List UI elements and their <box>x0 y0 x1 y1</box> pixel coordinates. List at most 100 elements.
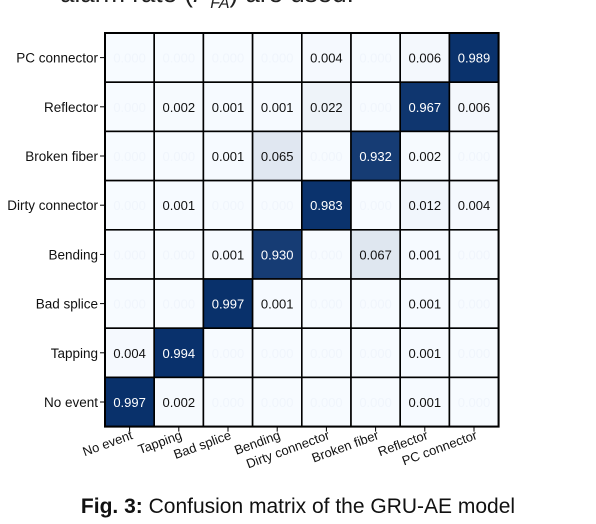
cell-value-label: 0.000 <box>310 247 343 262</box>
cell-value-label: 0.001 <box>261 297 294 312</box>
cell-value-label: 0.000 <box>310 395 343 410</box>
heatmap-cell <box>153 130 205 182</box>
cell-value-label: 0.001 <box>212 100 245 115</box>
cell-value-label: 0.989 <box>458 51 491 66</box>
cell-value-label: 0.022 <box>310 100 343 115</box>
heatmap-cell <box>350 376 402 428</box>
y-tick-label: PC connector <box>16 51 98 66</box>
cell-value-label: 0.000 <box>163 51 196 66</box>
heatmap-cell <box>153 229 205 280</box>
heatmap-cell <box>399 32 451 84</box>
cell-value-label: 0.000 <box>458 395 491 410</box>
cell-value-label: 0.000 <box>458 149 491 164</box>
figure-caption: Fig. 3: Confusion matrix of the GRU-AE m… <box>0 495 596 519</box>
cell-value-label: 0.006 <box>458 100 491 115</box>
cell-value-label: 0.001 <box>261 100 294 115</box>
cell-value-label: 0.997 <box>212 297 245 312</box>
heatmap-cell <box>104 229 156 280</box>
cell-value-label: 0.000 <box>359 346 392 361</box>
heatmap-cell <box>399 81 451 133</box>
y-tick-label: Bending <box>48 247 98 262</box>
cell-value-label: 0.002 <box>163 100 196 115</box>
heatmap-cell <box>448 229 500 280</box>
cell-value-label: 0.002 <box>163 395 196 410</box>
y-tick-label: Broken fiber <box>25 149 98 164</box>
cell-value-label: 0.001 <box>409 247 442 262</box>
heatmap-cell <box>251 130 303 182</box>
cell-value-label: 0.000 <box>261 395 294 410</box>
cell-value-label: 0.000 <box>261 198 294 213</box>
heatmap-cell <box>300 179 352 231</box>
heatmap-cell <box>104 376 156 428</box>
cell-value-label: 0.000 <box>212 395 245 410</box>
y-tick-label: Dirty connector <box>7 198 98 213</box>
heatmap-cell <box>350 229 402 280</box>
cell-value-label: 0.004 <box>113 346 146 361</box>
cell-value-label: 0.000 <box>212 198 245 213</box>
top-text-fragment: alarm rate (PFA) are used. <box>60 0 354 13</box>
heatmap-cell <box>350 32 402 84</box>
heatmap-cell <box>399 376 451 428</box>
cell-value-label: 0.001 <box>409 346 442 361</box>
cell-value-label: 0.004 <box>458 198 491 213</box>
heatmap-cell <box>202 229 254 280</box>
cell-value-label: 0.932 <box>359 149 392 164</box>
cell-value-label: 0.000 <box>458 297 491 312</box>
heatmap-cell <box>300 327 352 379</box>
heatmap-cell <box>399 179 451 231</box>
heatmap-cell <box>153 327 205 379</box>
x-tick-label: No event <box>81 427 135 459</box>
y-tick-label: Bad splice <box>36 297 98 312</box>
heatmap-cell <box>251 376 303 428</box>
cell-value-label: 0.000 <box>310 149 343 164</box>
cell-value-label: 0.930 <box>261 247 294 262</box>
heatmap-cell <box>448 327 500 379</box>
cell-value-label: 0.000 <box>359 297 392 312</box>
cell-value-label: 0.001 <box>163 198 196 213</box>
cell-value-label: 0.000 <box>113 100 146 115</box>
y-tick-label: Tapping <box>51 346 98 361</box>
cell-value-label: 0.000 <box>359 198 392 213</box>
heatmap-cell <box>251 32 303 84</box>
caption-text: Confusion matrix of the GRU-AE model <box>142 495 516 518</box>
cell-value-label: 0.000 <box>163 149 196 164</box>
x-tick-label: Bad splice <box>172 427 233 462</box>
cell-value-label: 0.000 <box>310 346 343 361</box>
cell-value-label: 0.065 <box>261 149 294 164</box>
cell-value-label: 0.000 <box>113 297 146 312</box>
cell-value-label: 0.004 <box>310 51 343 66</box>
cell-value-label: 0.000 <box>359 51 392 66</box>
cell-value-label: 0.000 <box>212 346 245 361</box>
cell-value-label: 0.997 <box>113 395 146 410</box>
cell-value-label: 0.006 <box>409 51 442 66</box>
y-tick-label: Reflector <box>44 100 99 115</box>
cell-value-label: 0.000 <box>113 198 146 213</box>
cell-value-label: 0.000 <box>113 247 146 262</box>
cell-value-label: 0.983 <box>310 198 343 213</box>
cell-value-label: 0.000 <box>458 346 491 361</box>
cell-value-label: 0.001 <box>409 395 442 410</box>
y-tick-label: No event <box>44 395 98 410</box>
heatmap-cell <box>251 278 303 330</box>
cell-value-label: 0.000 <box>113 51 146 66</box>
cell-value-label: 0.002 <box>409 149 442 164</box>
heatmap-cell <box>202 32 254 84</box>
cell-value-label: 0.000 <box>359 100 392 115</box>
heatmap-cell <box>350 278 402 330</box>
cell-value-label: 0.000 <box>113 149 146 164</box>
heatmap-cell <box>202 376 254 428</box>
confusion-matrix-chart: 0.000 0.000 0.000 0.000 0.004 0.000 0.006 0.989… <box>7 32 500 471</box>
cell-value-label: 0.994 <box>163 346 196 361</box>
heatmap-cell <box>448 278 500 330</box>
caption-label: Fig. 3: <box>80 495 143 518</box>
cell-value-label: 0.000 <box>163 247 196 262</box>
heatmap-cell <box>448 130 500 182</box>
heatmap-cell <box>104 130 156 182</box>
heatmap-cell <box>300 376 352 428</box>
cell-value-label: 0.000 <box>359 395 392 410</box>
cell-value-label: 0.000 <box>212 51 245 66</box>
cell-value-label: 0.001 <box>409 297 442 312</box>
cell-value-label: 0.000 <box>163 297 196 312</box>
heatmap-cell <box>251 81 303 133</box>
cell-value-label: 0.000 <box>458 247 491 262</box>
